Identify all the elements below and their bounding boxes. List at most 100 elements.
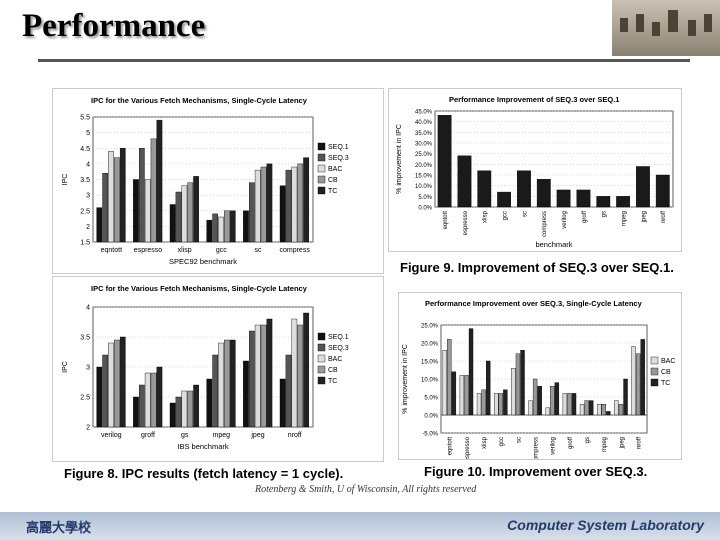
x-tick-label: sc — [255, 247, 263, 254]
x-tick-label: groff — [568, 437, 574, 449]
bar-cb-espresso — [464, 375, 469, 416]
y-axis-label: IPC — [62, 361, 69, 373]
bar-cb-groff — [150, 372, 157, 428]
bar-tc-sc — [520, 350, 525, 416]
bar-bac-espresso — [144, 179, 151, 243]
bar-seq-1-compress — [279, 185, 286, 243]
y-tick-label: 1.5 — [80, 240, 90, 247]
x-tick-label: compress — [542, 211, 548, 237]
y-tick-label: 5.5 — [80, 115, 90, 122]
x-tick-label: eqntott — [443, 211, 449, 230]
bar-bac-compress — [528, 400, 533, 416]
bar-cb-verilog — [550, 385, 555, 416]
bar-cb-mpeg — [601, 403, 606, 416]
spec-ipc-chart: IPC for the Various Fetch Mechanisms, Si… — [62, 96, 349, 266]
x-tick-label: verilog — [551, 437, 557, 455]
bar-cb-espresso — [150, 138, 157, 243]
legend-swatch-bac — [650, 356, 659, 365]
bar-seq-1-verilog — [96, 366, 103, 428]
y-tick-label: 40.0% — [415, 120, 433, 126]
bar-tc-sc — [266, 163, 273, 243]
x-axis-label: SPEC92 benchmark — [169, 257, 237, 266]
bar-cb-gcc — [224, 210, 230, 243]
bar-seq-1-jpeg — [243, 360, 249, 428]
bar-bac-mpeg — [597, 403, 602, 416]
figure-9-caption: Figure 9. Improvement of SEQ.3 over SEQ.… — [400, 260, 674, 275]
x-tick-label: groff — [582, 211, 588, 223]
x-tick-label: sc — [522, 211, 528, 217]
bar-bac-verilog — [545, 407, 550, 416]
legend-swatch-seq-1 — [317, 142, 326, 151]
x-tick-label: compress — [533, 437, 539, 459]
bar-bac-xlisp — [181, 185, 188, 243]
bar-tc-xlisp — [193, 176, 199, 243]
bar-cb-jpeg — [260, 324, 267, 428]
x-tick-label: xlisp — [482, 436, 488, 449]
bar-seq-1-nroff — [279, 378, 286, 428]
bar-tc-nroff — [303, 312, 309, 428]
bar-seq-3-sc — [517, 170, 531, 208]
bar-tc-mpeg — [229, 339, 236, 428]
figure-10-caption: Figure 10. Improvement over SEQ.3. — [424, 464, 648, 479]
legend-label-bac: BAC — [328, 356, 342, 363]
x-tick-label: xlisp — [178, 247, 192, 254]
bar-cb-xlisp — [481, 389, 486, 416]
bar-bac-sc — [511, 367, 516, 416]
ibs-ipc-chart: IPC for the Various Fetch Mechanisms, Si… — [62, 284, 349, 451]
bar-seq-3-groff — [576, 189, 591, 208]
footer-bar: 高麗大學校 Computer System Laboratory — [0, 512, 720, 540]
x-tick-label: groff — [141, 432, 155, 439]
y-tick-label: 5 — [86, 130, 90, 137]
bar-bac-eqntott — [442, 350, 447, 416]
bar-seq-3-mpeg — [212, 354, 219, 428]
bar-seq-3-gs — [596, 196, 611, 208]
bar-seq-3-verilog — [556, 189, 571, 208]
over-seq3-improvement-chart: Performance Improvement over SEQ.3, Sing… — [402, 299, 675, 475]
bar-seq-1-gcc — [206, 219, 213, 243]
bar-cb-gcc — [498, 393, 503, 416]
bar-cb-nroff — [635, 353, 641, 416]
bar-bac-gcc — [218, 216, 224, 243]
legend-swatch-tc — [317, 186, 326, 195]
footer-lab: Computer System Laboratory — [507, 517, 704, 533]
bar-tc-eqntott — [451, 371, 457, 416]
bar-seq-3-nroff — [655, 174, 670, 208]
bar-bac-gs — [579, 403, 585, 416]
y-tick-label: -5.0% — [422, 432, 438, 438]
legend-swatch-tc — [317, 376, 326, 385]
x-tick-label: gcc — [216, 247, 227, 254]
bar-seq-3-compress — [536, 179, 551, 208]
bar-cb-eqntott — [447, 339, 452, 416]
bar-tc-eqntott — [119, 148, 126, 243]
y-tick-label: 2.5 — [80, 395, 90, 402]
y-tick-label: 3.5 — [80, 335, 90, 342]
x-tick-label: eqntott — [448, 437, 454, 456]
bar-cb-groff — [567, 393, 572, 416]
bar-seq-3-espresso — [138, 148, 145, 243]
bar-tc-verilog — [554, 382, 560, 416]
y-tick-label: 4.5 — [80, 146, 90, 153]
bar-seq-1-xlisp — [169, 204, 176, 243]
spec-chart-panel: IPC for the Various Fetch Mechanisms, Si… — [52, 88, 384, 274]
y-tick-label: 25.0% — [421, 324, 439, 330]
legend-swatch-tc — [650, 378, 659, 387]
bar-bac-compress — [291, 166, 298, 243]
bar-bac-mpeg — [218, 342, 224, 428]
bar-cb-eqntott — [114, 157, 120, 243]
x-tick-label: sc — [516, 437, 522, 443]
chart-title: Performance Improvement of SEQ.3 over SE… — [449, 95, 619, 104]
bar-tc-compress — [537, 385, 542, 416]
ibs-chart-panel: IPC for the Various Fetch Mechanisms, Si… — [52, 276, 384, 462]
slide-title: Performance — [22, 8, 206, 44]
x-tick-label: eqntott — [101, 247, 122, 254]
bar-seq-3-compress — [285, 169, 292, 243]
bar-cb-compress — [297, 163, 304, 243]
y-axis-label: % improvement in IPC — [396, 124, 403, 194]
y-axis-label: % improvement in IPC — [402, 344, 409, 414]
bar-bac-groff — [144, 372, 151, 428]
legend-swatch-seq-3 — [317, 153, 326, 162]
x-axis-label: benchmark — [535, 240, 572, 249]
bar-tc-gcc — [229, 210, 236, 243]
legend-swatch-bac — [317, 164, 326, 173]
bar-bac-xlisp — [476, 393, 482, 416]
